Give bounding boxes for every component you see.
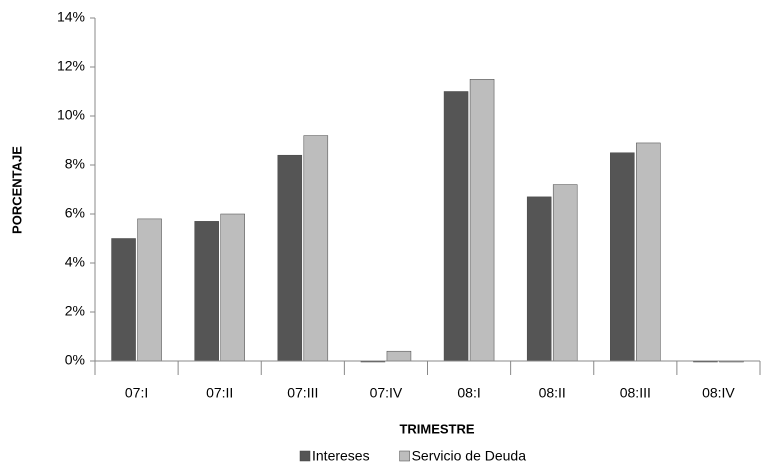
y-axis-title: PORCENTAJE [9,146,24,234]
x-tick-label: 07:III [287,385,318,401]
x-tick-label: 08:II [539,385,566,401]
bar [469,79,495,362]
x-tick-label: 08:III [620,385,651,401]
y-tick-label: 2% [65,303,85,319]
x-axis-title: TRIMESTRE [399,421,474,436]
x-tick-label: 07:I [125,385,148,401]
x-tick-label: 07:II [206,385,233,401]
bar [610,152,635,362]
bar [111,238,136,362]
bar [526,196,552,362]
y-tick-label: 6% [65,205,85,221]
x-tick-label: 08:IV [702,385,735,401]
bar [220,213,245,362]
y-tick-label: 8% [65,156,85,172]
bar [443,91,469,362]
y-tick-label: 12% [57,58,85,74]
y-tick-label: 10% [57,107,85,123]
bar [303,135,329,362]
legend-label: Intereses [312,448,370,464]
bar [636,142,661,362]
y-tick-label: 4% [65,254,85,270]
bar [552,184,578,362]
bar [194,221,219,362]
bar [386,350,412,362]
legend-label: Servicio de Deuda [412,448,527,464]
bar [277,154,303,362]
legend-swatch [299,450,311,462]
y-tick-label: 14% [57,9,85,25]
bar [137,218,162,362]
x-tick-label: 07:IV [370,385,403,401]
y-tick-label: 0% [65,352,85,368]
legend-swatch [399,450,410,462]
x-tick-label: 08:I [457,385,480,401]
